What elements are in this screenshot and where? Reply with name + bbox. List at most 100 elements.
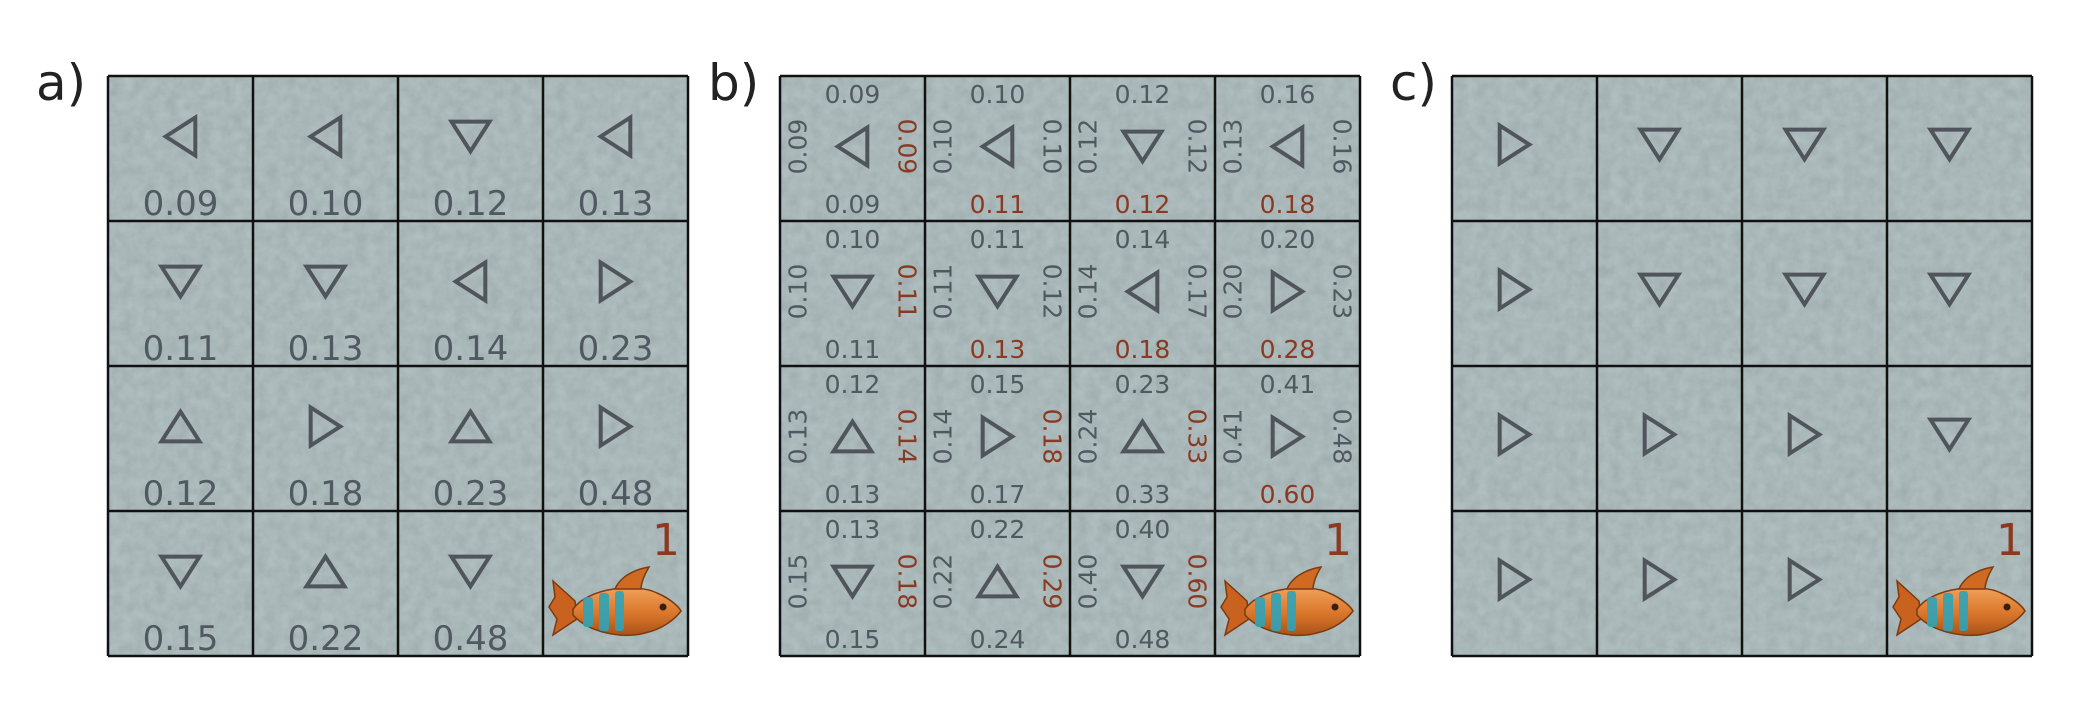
arrow-left-icon [161,113,198,160]
state-value: 0.12 [433,184,509,224]
q-value-left: 0.11 [929,264,958,320]
state-value: 0.14 [433,329,509,369]
state-value: 0.13 [578,184,654,224]
arrow-up-icon [157,407,204,444]
grid-cell: 0.13 0.15 0.15 0.18 [784,515,922,654]
panel-c: c) 1 [1390,54,2034,658]
grid-cell: 0.16 0.18 0.13 0.16 [1219,80,1357,219]
arrow-right-icon [1270,413,1307,460]
arrow-down-icon [974,274,1021,311]
arrow-down-icon [157,264,204,301]
grid-cell [1642,556,1679,603]
grid-cell [1642,411,1679,458]
goal-value: 1 [652,515,680,566]
q-value-down: 0.09 [825,190,881,219]
goal-value: 1 [1324,515,1352,566]
q-value-right: 0.17 [1183,264,1212,320]
q-value-up: 0.12 [1115,80,1171,109]
q-value-down: 0.18 [1260,190,1316,219]
state-value: 0.48 [578,474,654,514]
grid-cell [1787,411,1824,458]
q-value-down: 0.60 [1260,480,1316,509]
q-value-right: 0.29 [1038,554,1067,610]
grid-cell: 0.10 0.11 0.10 0.10 [929,80,1067,219]
q-value-down: 0.13 [825,480,881,509]
grid-cell [1926,417,1973,454]
state-value: 0.18 [288,474,364,514]
state-value: 0.22 [288,619,364,659]
q-value-down: 0.33 [1115,480,1171,509]
grid-cell [1926,127,1973,164]
q-value-left: 0.22 [929,554,958,610]
grid-cell: 0.23 [578,258,653,369]
q-value-down: 0.11 [970,190,1026,219]
goal-cell: 1 [1220,515,1354,637]
q-value-up: 0.20 [1260,225,1316,254]
q-value-up: 0.09 [825,80,881,109]
arrow-right-icon [1270,268,1307,315]
arrow-left-icon [306,113,343,160]
arrow-down-icon [829,274,876,311]
arrow-down-icon [1636,272,1683,309]
q-value-up: 0.13 [825,515,881,544]
q-value-up: 0.41 [1260,370,1316,399]
q-value-right: 0.11 [893,264,922,320]
arrow-left-icon [1123,268,1160,315]
goal-cell: 1 [548,515,682,637]
arrow-right-icon [598,403,635,450]
state-value: 0.15 [143,619,219,659]
q-value-up: 0.12 [825,370,881,399]
arrow-left-icon [451,258,488,305]
grid-cell: 0.18 [288,403,364,514]
arrow-left-icon [1268,123,1305,170]
arrow-down-icon [302,264,349,301]
q-value-left: 0.20 [1219,264,1248,320]
arrow-down-icon [1781,127,1828,164]
grid-cell [1636,272,1683,309]
q-value-right: 0.14 [893,409,922,465]
fish-icon [1220,565,1354,637]
panel-label: c) [1390,54,1437,112]
arrow-left-icon [833,123,870,170]
arrow-up-icon [1119,417,1166,454]
grid-cell [1497,411,1534,458]
q-value-up: 0.23 [1115,370,1171,399]
state-value: 0.48 [433,619,509,659]
q-value-down: 0.15 [825,625,881,654]
q-value-right: 0.12 [1183,119,1212,175]
q-value-left: 0.12 [1074,119,1103,175]
arrow-right-icon [1787,556,1824,603]
grid-cell [1926,272,1973,309]
q-value-right: 0.09 [893,119,922,175]
arrow-right-icon [1642,556,1679,603]
arrow-up-icon [974,562,1021,599]
grid-cell: 0.22 0.24 0.22 0.29 [929,515,1067,654]
q-value-left: 0.10 [929,119,958,175]
q-value-left: 0.41 [1219,409,1248,465]
state-value: 0.11 [143,329,219,369]
grid-cell: 0.15 [143,554,219,659]
arrow-right-icon [1497,266,1534,313]
state-value: 0.09 [143,184,219,224]
q-value-down: 0.24 [970,625,1026,654]
grid-cell: 0.09 [143,113,219,224]
q-value-down: 0.12 [1115,190,1171,219]
grid-cell: 0.40 0.48 0.40 0.60 [1074,515,1212,654]
arrow-left-icon [596,113,633,160]
q-value-up: 0.15 [970,370,1026,399]
panel-label: b) [708,54,759,112]
q-value-left: 0.14 [1074,264,1103,320]
arrow-down-icon [157,554,204,591]
grid-cell: 0.13 [288,264,363,369]
arrow-right-icon [1497,121,1534,168]
q-value-left: 0.10 [784,264,813,320]
arrow-right-icon [1642,411,1679,458]
panel-label: a) [36,54,86,112]
grid-cell [1497,266,1534,313]
q-value-up: 0.22 [970,515,1026,544]
grid-cell: 0.15 0.17 0.14 0.18 [929,370,1067,509]
arrow-right-icon [308,403,345,450]
arrow-down-icon [1926,272,1973,309]
q-value-down: 0.48 [1115,625,1171,654]
arrow-up-icon [447,407,494,444]
